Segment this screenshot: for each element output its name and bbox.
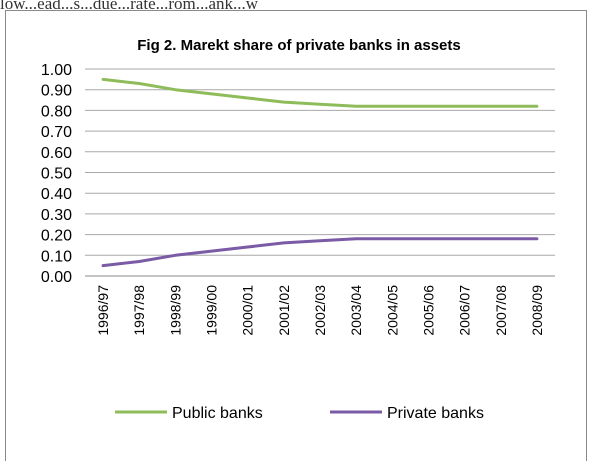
x-tick-label: 1998/99 — [167, 285, 183, 336]
y-tick-label: 1.00 — [41, 62, 72, 79]
y-tick-label: 0.40 — [41, 186, 72, 203]
x-tick-label: 2008/09 — [529, 285, 545, 336]
y-tick-label: 0.80 — [41, 103, 72, 120]
y-tick-label: 0.20 — [41, 228, 72, 245]
chart-title: Fig 2. Marekt share of private banks in … — [137, 37, 460, 54]
legend: Public banks Private banks — [115, 405, 484, 422]
x-tick-label: 2007/08 — [493, 285, 509, 336]
x-axis: 1996/97 1997/98 1998/99 1999/00 2000/01 2001/… — [95, 285, 545, 336]
y-tick-label: 0.00 — [41, 269, 72, 286]
legend-label: Public banks — [172, 405, 263, 422]
y-tick-label: 0.70 — [41, 124, 72, 141]
y-axis: 1.00 0.90 0.80 0.70 0.60 0.50 0.40 0.30 0.20 0.10… — [41, 62, 72, 286]
legend-label: Private banks — [387, 405, 484, 422]
y-tick-label: 0.60 — [41, 145, 72, 162]
x-tick-label: 2006/07 — [457, 285, 473, 336]
series-line-public-banks — [101, 77, 539, 108]
x-tick-label: 2004/05 — [384, 285, 400, 336]
x-tick-label: 1996/97 — [95, 285, 111, 336]
grid — [85, 68, 555, 277]
plot-area — [101, 77, 539, 268]
y-tick-label: 0.30 — [41, 207, 72, 224]
y-tick-label: 0.50 — [41, 166, 72, 183]
y-tick-label: 0.10 — [41, 248, 72, 265]
x-tick-label: 2000/01 — [240, 285, 256, 336]
x-tick-label: 1997/98 — [131, 285, 147, 336]
series-line-private-banks — [101, 237, 539, 268]
x-tick-label: 2003/04 — [348, 285, 364, 336]
x-tick-label: 2005/06 — [420, 285, 436, 336]
page-top-text: low...ead...s...due...rate...rom...ank..… — [0, 0, 259, 13]
chart-frame — [5, 10, 587, 461]
x-tick-label: 2002/03 — [312, 285, 328, 336]
y-tick-label: 0.90 — [41, 83, 72, 100]
x-tick-label: 1999/00 — [204, 285, 220, 336]
x-tick-label: 2001/02 — [276, 285, 292, 336]
